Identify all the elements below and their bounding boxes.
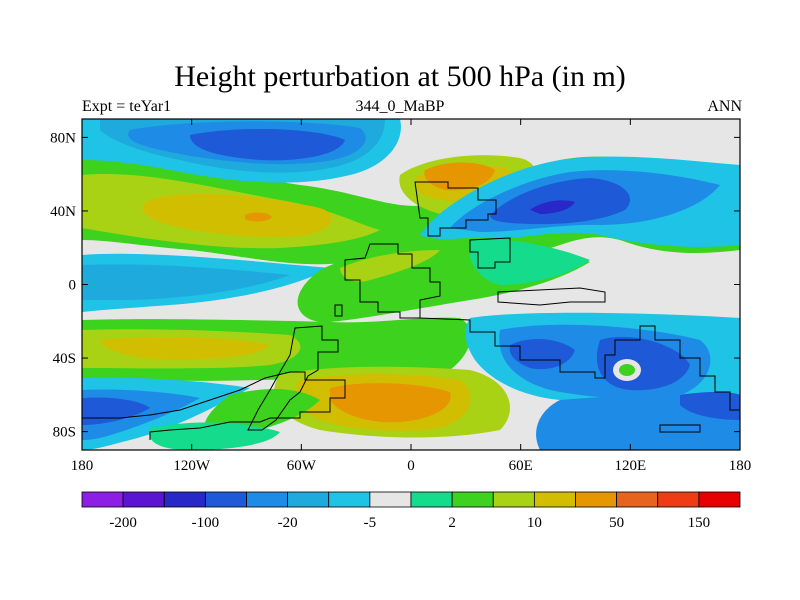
field-low-sh-indian-mid (509, 338, 575, 370)
y-tick-label: 80S (53, 425, 76, 441)
colorbar-label: 150 (688, 515, 711, 531)
field-high-nh-west-core (245, 212, 272, 222)
experiment-label: Expt = teYar1 (82, 98, 172, 115)
x-tick-label: 60E (509, 458, 533, 474)
x-axis: 180 120W 60W 0 60E 120E 180 (71, 119, 752, 474)
colorbar-swatch (328, 491, 371, 508)
coastline-india (497, 287, 606, 306)
y-tick-label: 80N (50, 130, 76, 146)
colorbar-label: -5 (364, 515, 377, 531)
x-tick-label: 120W (173, 458, 211, 474)
y-axis: 80N 40N 0 40S 80S (50, 130, 740, 441)
chart-title: Height perturbation at 500 hPa (in m) (174, 60, 626, 93)
coastline-central-america (334, 304, 343, 317)
x-tick-label: 120E (614, 458, 646, 474)
coastline-antarctica (82, 371, 346, 440)
colorbar-label: 2 (448, 515, 456, 531)
colorbar-swatch (575, 491, 618, 508)
field-high-sh-africa-core (330, 383, 451, 423)
field-high-sh-west-core (100, 337, 270, 360)
field-tropics-yellowgreen (340, 250, 440, 282)
field-ring-indian-core (619, 364, 635, 376)
field-high-nh-west (142, 193, 332, 238)
coastline-south-america (247, 325, 339, 431)
colorbar-swatch (451, 491, 494, 508)
colorbar-swatch (81, 491, 124, 508)
colorbar-swatch (616, 491, 659, 508)
field-tropics-cyan-2 (82, 264, 290, 300)
colorbar-swatch (122, 491, 165, 508)
coastline-china (469, 237, 511, 269)
y-tick-label: 40N (50, 204, 76, 220)
colorbar-swatch (410, 491, 453, 508)
colorbar-swatch (533, 491, 576, 508)
coastline-asia (414, 181, 497, 237)
coastline-australia (419, 317, 740, 411)
field-tropics-teal (469, 239, 590, 285)
colorbar-swatch (163, 491, 206, 508)
colorbar-label: -20 (278, 515, 298, 531)
map-field (82, 119, 740, 450)
colorbar-label: 10 (527, 515, 542, 531)
y-tick-label: 40S (53, 351, 76, 367)
colorbar-label: -200 (109, 515, 137, 531)
season-label: ANN (707, 98, 742, 115)
period-label: 344_0_MaBP (355, 98, 445, 115)
field-high-asia-core (424, 162, 495, 191)
colorbar-label: 50 (609, 515, 624, 531)
x-tick-label: 0 (407, 458, 415, 474)
colorbar-swatch (204, 491, 247, 508)
colorbar-swatch (369, 491, 412, 508)
colorbar-swatch (698, 491, 741, 508)
colorbar-swatch (492, 491, 535, 508)
colorbar-swatch (246, 491, 289, 508)
x-tick-label: 60W (287, 458, 317, 474)
colorbar: -200 -100 -20 -5 2 10 50 150 (81, 491, 741, 531)
coastlines (82, 181, 740, 440)
field-low-asia-inner (530, 200, 575, 214)
field-low-nh-west-core (190, 128, 345, 161)
field-polar-sh-east-core (680, 391, 740, 420)
coastline-antarctica-east (659, 424, 701, 433)
x-tick-label: 180 (729, 458, 752, 474)
y-tick-label: 0 (69, 278, 77, 294)
colorbar-swatch (287, 491, 330, 508)
x-tick-label: 180 (71, 458, 94, 474)
colorbar-swatch (657, 491, 700, 508)
colorbar-label: -100 (192, 515, 220, 531)
